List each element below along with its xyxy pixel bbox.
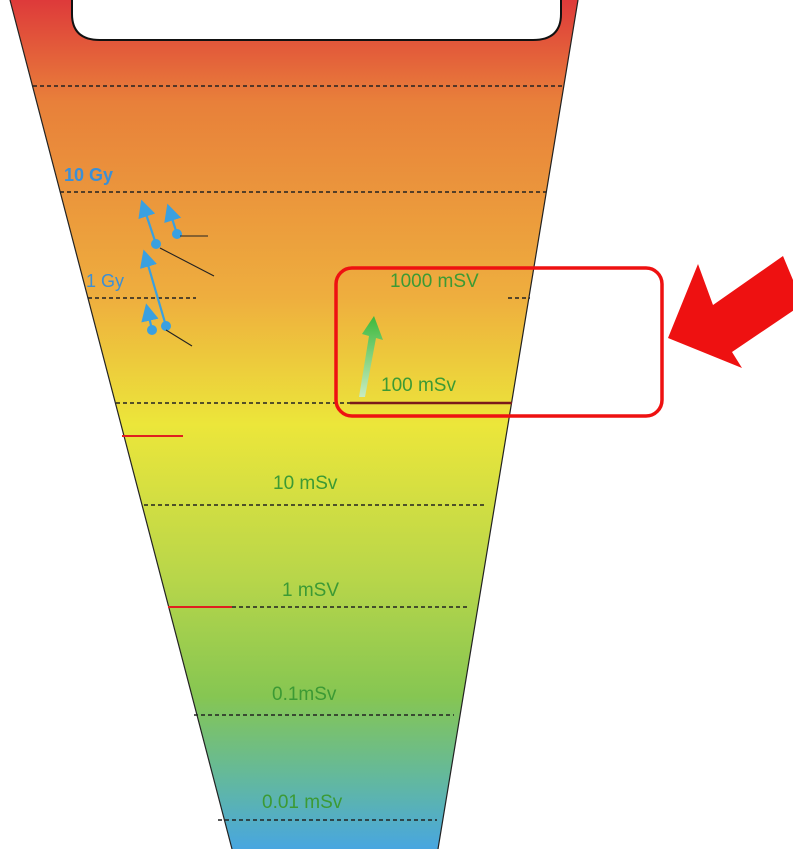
label-0-01-msv: 0.01 mSv xyxy=(262,792,343,813)
funnel-left-edge xyxy=(9,0,233,849)
pointer-lines xyxy=(159,235,215,347)
dose-funnel xyxy=(10,0,578,849)
red-pointer-arrow xyxy=(668,256,793,368)
label-100-msv: 100 mSv xyxy=(381,375,456,396)
blue-dot xyxy=(151,239,161,249)
label-10-msv: 10 mSv xyxy=(273,473,338,494)
label-0-1-msv: 0.1mSv xyxy=(272,684,337,705)
pointer-line xyxy=(159,247,215,277)
top-panel xyxy=(71,0,562,41)
pointer-line xyxy=(165,329,193,347)
highlight-box xyxy=(334,266,664,418)
funnel-right-edge xyxy=(437,0,579,849)
label-1-gy: 1 Gy xyxy=(86,271,124,291)
blue-arrow xyxy=(138,199,158,245)
blue-dot xyxy=(161,321,171,331)
blue-dot xyxy=(172,229,182,239)
blue-dots xyxy=(147,229,182,335)
green-up-arrow xyxy=(359,316,383,397)
blue-dot xyxy=(147,325,157,335)
label-10-gy: 10 Gy xyxy=(64,165,113,185)
label-1-msv: 1 mSV xyxy=(282,580,339,601)
blue-arrow xyxy=(140,249,168,327)
label-1000-msv: 1000 mSV xyxy=(390,271,479,292)
